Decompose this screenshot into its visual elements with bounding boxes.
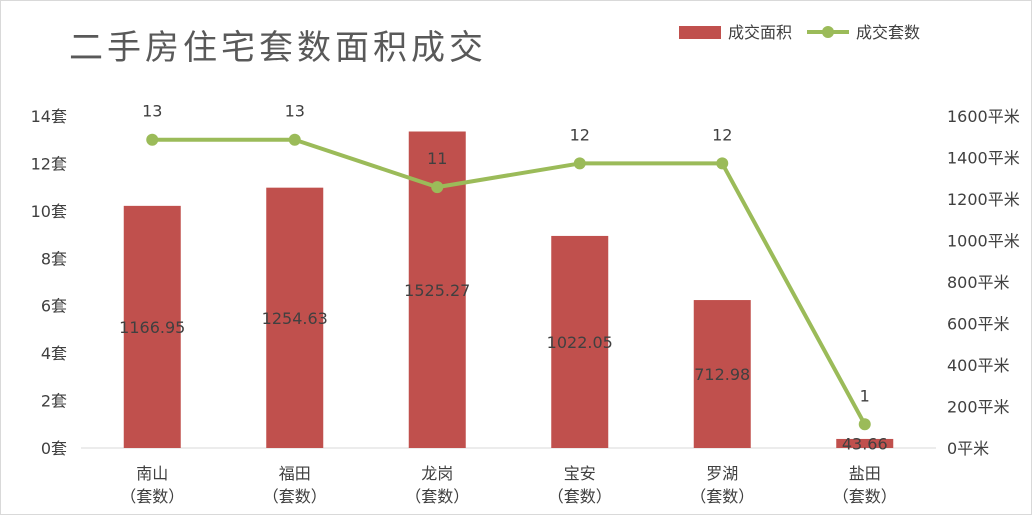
bar-data-label: 43.66 xyxy=(842,434,888,453)
y-left-tick-label: 8套 xyxy=(41,249,67,268)
bar-area xyxy=(836,438,894,448)
x-category-sublabel: （套数） xyxy=(120,487,184,506)
bar-area xyxy=(551,235,609,448)
x-category-label: 宝安 xyxy=(564,464,596,483)
y-right-tick-label: 400平米 xyxy=(947,356,1010,375)
y-left-tick-label: 12套 xyxy=(31,154,67,173)
count-data-label: 12 xyxy=(712,125,732,144)
count-series-line xyxy=(152,137,867,426)
y-left-tick-label: 4套 xyxy=(41,344,67,363)
bar-area xyxy=(123,205,181,448)
x-category-label: 南山 xyxy=(136,464,168,483)
count-data-label: 11 xyxy=(427,149,447,168)
plot-area: 0套 2套 4套 6套 8套 10套 12套 14套 0平米 200平米 400平米 600平米 800… xyxy=(31,102,1020,506)
x-category-sublabel: （套数） xyxy=(405,487,469,506)
y-right-tick-label: 1000平米 xyxy=(947,232,1020,251)
bar-data-label: 712.98 xyxy=(694,365,750,384)
y-right-tick-label: 1200平米 xyxy=(947,190,1020,209)
y-right-tick-label: 0平米 xyxy=(947,439,989,458)
legend: 成交面积 成交套数 xyxy=(679,23,920,42)
x-category-label: 福田 xyxy=(279,464,311,483)
bar-area xyxy=(266,187,324,448)
bar-data-label: 1254.63 xyxy=(262,309,328,328)
count-point xyxy=(573,157,586,170)
y-left-tick-label: 0套 xyxy=(41,439,67,458)
count-point xyxy=(858,418,871,431)
legend-label-count: 成交套数 xyxy=(856,23,920,42)
x-category-sublabel: （套数） xyxy=(833,487,897,506)
legend-label-area: 成交面积 xyxy=(728,23,792,42)
count-point xyxy=(288,133,301,146)
x-category-sublabel: （套数） xyxy=(263,487,327,506)
y-left-tick-label: 6套 xyxy=(41,297,67,316)
y-right-tick-label: 600平米 xyxy=(947,315,1010,334)
legend-swatch-count-marker xyxy=(822,26,834,38)
count-data-label: 12 xyxy=(570,125,590,144)
count-data-label: 13 xyxy=(142,102,162,121)
y-right-tick-label: 200平米 xyxy=(947,398,1010,417)
count-point xyxy=(146,133,159,146)
x-category-sublabel: （套数） xyxy=(690,487,754,506)
chart-title: 二手房住宅套数面积成交 xyxy=(69,28,487,68)
y-right-tick-label: 1400平米 xyxy=(947,149,1020,168)
x-category-label: 罗湖 xyxy=(706,464,738,483)
count-data-label: 13 xyxy=(285,102,305,121)
x-category-label: 盐田 xyxy=(849,464,881,483)
bar-area xyxy=(693,300,751,448)
y-left-tick-label: 2套 xyxy=(41,392,67,411)
count-point xyxy=(431,181,444,194)
bar-data-label: 1525.27 xyxy=(404,281,470,300)
bar-data-label: 1166.95 xyxy=(119,318,185,337)
count-data-label: 1 xyxy=(860,386,870,405)
bar-data-label: 1022.05 xyxy=(547,333,613,352)
count-point xyxy=(716,157,729,170)
y-right-tick-label: 800平米 xyxy=(947,273,1010,292)
y-left-tick-label: 14套 xyxy=(31,107,67,126)
y-left-tick-label: 10套 xyxy=(31,202,67,221)
x-category-label: 龙岗 xyxy=(421,464,453,483)
x-category-sublabel: （套数） xyxy=(548,487,612,506)
y-right-tick-label: 1600平米 xyxy=(947,107,1020,126)
legend-swatch-area xyxy=(679,26,721,39)
